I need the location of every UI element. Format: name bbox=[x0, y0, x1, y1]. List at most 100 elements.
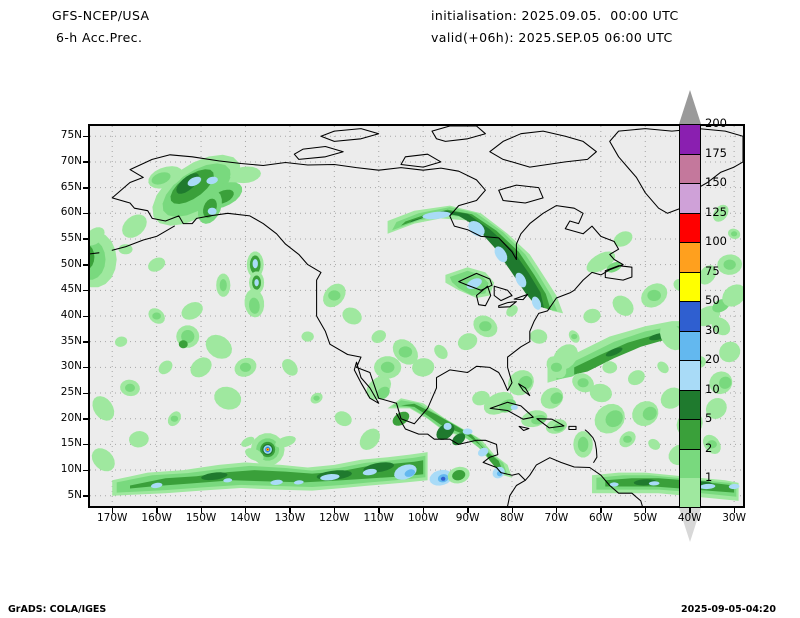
precip-scattered bbox=[698, 265, 717, 285]
lat-tick-label: 75N bbox=[60, 129, 82, 142]
lon-tick-label: 100W bbox=[407, 512, 439, 524]
precip-scattered bbox=[550, 362, 562, 372]
lon-tick-label: 30W bbox=[722, 512, 746, 524]
precip-scattered bbox=[214, 386, 242, 410]
precip-pacific-cell bbox=[219, 279, 227, 292]
lat-tick-label: 40N bbox=[60, 309, 82, 321]
colorbar-tick-label: 125 bbox=[705, 204, 727, 219]
lat-tick-mark bbox=[83, 392, 89, 395]
precip-mexico-core bbox=[443, 422, 452, 430]
precip-caribbean bbox=[472, 390, 490, 406]
precip-alaska-core bbox=[187, 176, 202, 187]
initialisation-time: initialisation: 2025.09.05. 00:00 UTC bbox=[431, 8, 679, 23]
precip-tc-eye bbox=[266, 448, 269, 451]
precip-itcz-core bbox=[320, 474, 340, 481]
coastline bbox=[111, 225, 175, 251]
precip-atlantic-band bbox=[605, 347, 623, 357]
precip-bc-core bbox=[254, 279, 259, 287]
precip-scattered bbox=[648, 438, 661, 450]
precip-itcz-core bbox=[404, 469, 415, 477]
precip-canada-core bbox=[531, 296, 542, 310]
valid-time: valid(+06h): 2025.SEP.05 06:00 UTC bbox=[431, 30, 673, 45]
coastline bbox=[111, 154, 624, 425]
lon-tick-label: 160W bbox=[141, 512, 172, 524]
precip-scattered bbox=[434, 344, 448, 360]
precip-scattered bbox=[129, 431, 149, 448]
precip-scattered bbox=[530, 329, 548, 344]
precipitation-field bbox=[90, 126, 743, 506]
coastline bbox=[475, 285, 492, 307]
precip-scattered bbox=[628, 370, 645, 386]
lat-tick-label: 35N bbox=[60, 334, 82, 347]
lon-tick-mark bbox=[555, 507, 558, 513]
precip-bc-core bbox=[252, 259, 258, 269]
colorbar-tick-label: 10 bbox=[705, 381, 720, 396]
coastline bbox=[400, 153, 442, 168]
lon-tick-label: 80W bbox=[500, 512, 524, 524]
colorbar-band bbox=[679, 330, 701, 361]
coastline bbox=[518, 425, 530, 432]
lat-tick-label: 5N bbox=[67, 488, 82, 501]
precip-caribbean bbox=[660, 387, 684, 409]
lat-tick-mark bbox=[83, 135, 89, 138]
lat-tick-mark bbox=[83, 469, 89, 472]
precip-caribbean bbox=[553, 423, 565, 432]
lon-tick-mark bbox=[244, 507, 247, 513]
colorbar-tick-label: 50 bbox=[705, 293, 720, 308]
coastline bbox=[584, 429, 598, 463]
colorbar-under-arrow bbox=[679, 508, 701, 542]
colorbar-band bbox=[679, 419, 701, 449]
lat-tick-mark bbox=[83, 187, 89, 189]
lat-tick-mark bbox=[83, 238, 89, 240]
precip-alaska-core bbox=[206, 176, 218, 185]
precip-scattered bbox=[342, 307, 362, 325]
precip-scattered bbox=[152, 312, 161, 320]
colorbar-tick-label: 1 bbox=[705, 470, 713, 485]
lat-tick-mark bbox=[83, 212, 89, 215]
precip-scattered bbox=[589, 383, 612, 403]
precip-scattered bbox=[711, 317, 731, 336]
lat-tick-label: 45N bbox=[60, 283, 82, 296]
precip-scattered bbox=[301, 331, 314, 342]
precip-scattered bbox=[706, 440, 717, 449]
lon-tick-label: 130W bbox=[274, 512, 306, 524]
coastline bbox=[507, 479, 526, 506]
colorbar-over-arrow bbox=[679, 90, 701, 124]
lat-tick-mark bbox=[83, 264, 89, 266]
lat-tick-mark bbox=[83, 443, 89, 446]
colorbar-band bbox=[679, 242, 701, 272]
lat-tick-mark bbox=[83, 418, 89, 420]
precip-itcz-core bbox=[150, 482, 163, 489]
precip-scattered bbox=[731, 231, 738, 237]
coastline bbox=[513, 293, 529, 301]
lat-tick-label: 70N bbox=[60, 154, 82, 167]
precip-scattered bbox=[398, 346, 413, 358]
precip-scattered bbox=[723, 259, 736, 270]
precip-scattered bbox=[479, 321, 492, 332]
coastline bbox=[498, 184, 544, 204]
colorbar-band bbox=[679, 478, 701, 508]
lon-tick-label: 170W bbox=[96, 512, 128, 524]
precip-scattered bbox=[571, 334, 578, 340]
precip-itcz-core bbox=[293, 480, 304, 485]
lat-tick-label: 20N bbox=[60, 411, 82, 424]
colorbar-band bbox=[679, 360, 701, 390]
model-title: GFS-NCEP/USA bbox=[52, 8, 150, 23]
coastline bbox=[489, 401, 534, 420]
precip-caribbean bbox=[577, 436, 589, 452]
precip-pacific-cell bbox=[148, 257, 166, 272]
precip-itcz-core bbox=[362, 468, 377, 476]
precip-scattered bbox=[657, 361, 669, 374]
precip-tc-band bbox=[241, 436, 255, 447]
lat-tick-label: 30N bbox=[60, 360, 82, 373]
credit-label: GrADS: COLA/IGES bbox=[8, 604, 107, 615]
colorbar-tick-label: 30 bbox=[705, 322, 720, 337]
colorbar-band bbox=[679, 124, 701, 154]
lon-tick-label: 40W bbox=[677, 512, 702, 524]
precip-scattered bbox=[380, 361, 395, 373]
precip-scattered bbox=[602, 361, 618, 374]
precip-aleutian-low bbox=[90, 239, 106, 280]
colorbar-band bbox=[679, 153, 701, 184]
lon-tick-mark bbox=[511, 507, 513, 513]
precip-scattered bbox=[328, 290, 341, 301]
